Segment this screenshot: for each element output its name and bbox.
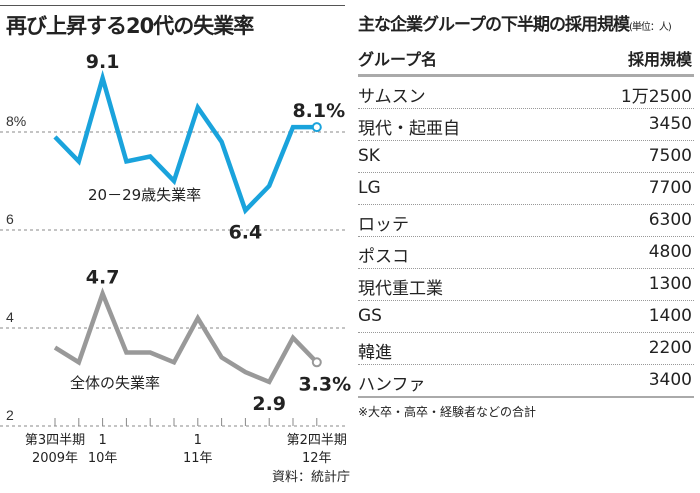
unemployment-line-chart: 8% 6 4 2 第3四半期 2009年 1 10年 1 11年 第2四半期 12年 9.1 6.4 8.1… <box>0 51 351 466</box>
cell-group: ロッテ <box>358 215 409 235</box>
table-row: LG 7700 <box>358 173 694 205</box>
cell-group: 韓進 <box>358 343 392 363</box>
cell-group: ポスコ <box>358 247 409 267</box>
data-label: 9.1 <box>86 51 120 73</box>
top-rule <box>0 5 345 6</box>
cell-hiring: 1300 <box>648 274 692 294</box>
table-title: 主な企業グループの下半期の採用規模(単位：人) <box>358 10 672 35</box>
table-row: SK 7500 <box>358 141 694 173</box>
y-tick-label: 8% <box>6 113 26 129</box>
y-tick-label: 4 <box>6 309 14 325</box>
data-label: 4.7 <box>86 267 120 289</box>
series-label: 全体の失業率 <box>70 374 160 392</box>
table-row: ハンファ 3400 <box>358 365 694 398</box>
table-row: 韓進 2200 <box>358 333 694 365</box>
y-tick-label: 2 <box>6 407 14 423</box>
header-group-name: グループ名 <box>358 50 438 69</box>
cell-group: 現代・起亜自 <box>358 119 460 139</box>
x-tick-label: 1 <box>194 433 202 448</box>
table-header: グループ名 採用規模 <box>358 48 694 77</box>
y-tick-label: 6 <box>6 211 14 227</box>
cell-hiring: 1万2500 <box>620 87 692 107</box>
x-tick-label: 第2四半期 <box>287 433 347 448</box>
table-row: 現代重工業 1300 <box>358 269 694 301</box>
data-label: 8.1% <box>292 100 345 122</box>
table-row: ロッテ 6300 <box>358 205 694 237</box>
cell-group: SK <box>358 146 380 166</box>
table-unit: (単位：人) <box>628 22 672 33</box>
x-tick-label: 12年 <box>302 451 332 466</box>
chart-title: 再び上昇する20代の失業率 <box>6 14 254 38</box>
cell-hiring: 7700 <box>648 178 692 198</box>
data-label: 3.3% <box>298 373 351 395</box>
series-line <box>53 287 319 385</box>
cell-group: ハンファ <box>358 375 426 395</box>
header-hiring-scale: 採用規模 <box>627 50 692 69</box>
table-body: サムスン 1万2500 現代・起亜自 3450 SK 7500 LG 7700 ロッテ 6300 ポ… <box>358 77 694 398</box>
last-point-marker <box>311 357 322 368</box>
cell-hiring: 7500 <box>648 146 692 166</box>
series-line <box>53 69 317 215</box>
cell-hiring: 2200 <box>648 338 692 358</box>
series-label: 20－29歳失業率 <box>88 186 201 204</box>
cell-group: LG <box>358 178 381 198</box>
table-note: ※大卒・高卒・経験者などの合計 <box>358 405 537 419</box>
table-title-text: 主な企業グループの下半期の採用規模 <box>358 15 630 35</box>
cell-group: GS <box>358 306 382 326</box>
cell-hiring: 1400 <box>648 306 692 326</box>
cell-group: サムスン <box>358 87 426 107</box>
cell-hiring: 3400 <box>648 370 692 390</box>
cell-hiring: 4800 <box>648 242 692 262</box>
x-tick-label: 2009年 <box>32 451 78 466</box>
x-tick-label: 1 <box>98 433 106 448</box>
table-row: GS 1400 <box>358 301 694 333</box>
cell-hiring: 3450 <box>648 114 692 134</box>
x-tick-label: 第3四半期 <box>25 433 85 448</box>
x-tick-label: 10年 <box>88 451 118 466</box>
cell-hiring: 6300 <box>648 210 692 230</box>
table-row: ポスコ 4800 <box>358 237 694 269</box>
table-row: サムスン 1万2500 <box>358 77 694 109</box>
table-row: 現代・起亜自 3450 <box>358 109 694 141</box>
data-label: 6.4 <box>229 221 263 243</box>
data-label: 2.9 <box>252 393 286 415</box>
cell-group: 現代重工業 <box>358 279 443 299</box>
chart-source: 資料：統計庁 <box>272 470 351 485</box>
last-point-marker <box>311 122 322 133</box>
x-tick-label: 11年 <box>183 451 213 466</box>
